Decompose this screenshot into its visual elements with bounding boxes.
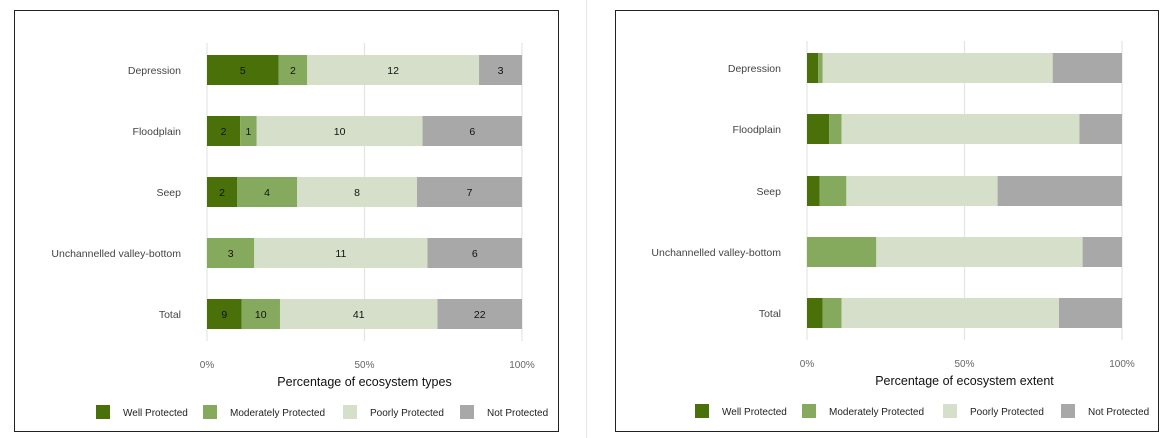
x-tick-label-0: 0% bbox=[200, 360, 215, 371]
bar-total-moderately-protected bbox=[241, 299, 280, 329]
x-axis-title: Percentage of ecosystem types bbox=[277, 375, 451, 389]
bar-floodplain-well-protected bbox=[807, 114, 830, 144]
bar-seep-not-protected bbox=[417, 177, 522, 207]
bar-seep-well-protected bbox=[207, 177, 237, 207]
category-label-unchannelled-valley-bottom: Unchannelled valley-bottom bbox=[651, 247, 781, 259]
bar-unchannelled-valley-bottom-not-protected bbox=[1082, 237, 1122, 267]
category-label-total: Total bbox=[159, 309, 181, 321]
legend-swatch-well-protected bbox=[96, 405, 110, 419]
legend-label-poorly-protected: Poorly Protected bbox=[970, 407, 1044, 418]
category-label-floodplain: Floodplain bbox=[733, 124, 782, 136]
panel-divider bbox=[586, 0, 587, 438]
bar-depression-poorly-protected bbox=[822, 53, 1053, 83]
bar-floodplain-poorly-protected bbox=[841, 114, 1080, 144]
bar-total-moderately-protected bbox=[822, 298, 842, 328]
legend-swatch-poorly-protected bbox=[343, 405, 357, 419]
bar-depression-well-protected bbox=[207, 55, 279, 85]
bar-total-not-protected bbox=[1059, 298, 1122, 328]
category-label-seep: Seep bbox=[156, 187, 181, 199]
value-label-floodplain-moderately-protected: 1 bbox=[246, 126, 252, 138]
x-axis-title: Percentage of ecosystem extent bbox=[875, 374, 1054, 388]
value-label-seep-poorly-protected: 8 bbox=[354, 187, 360, 199]
bar-unchannelled-valley-bottom-moderately-protected bbox=[807, 237, 877, 267]
value-label-seep-well-protected: 2 bbox=[219, 187, 225, 199]
bar-unchannelled-valley-bottom-not-protected bbox=[427, 238, 522, 268]
category-label-floodplain: Floodplain bbox=[133, 126, 182, 138]
value-label-floodplain-not-protected: 6 bbox=[469, 126, 475, 138]
legend-swatch-moderately-protected bbox=[802, 404, 816, 418]
legend-label-well-protected: Well Protected bbox=[722, 407, 787, 418]
bar-floodplain-well-protected bbox=[207, 116, 241, 146]
value-label-depression-not-protected: 3 bbox=[498, 65, 504, 77]
value-label-total-poorly-protected: 41 bbox=[353, 309, 365, 321]
value-label-floodplain-poorly-protected: 10 bbox=[334, 126, 346, 138]
bar-total-well-protected bbox=[807, 298, 823, 328]
legend-swatch-poorly-protected bbox=[943, 404, 957, 418]
bar-unchannelled-valley-bottom-moderately-protected bbox=[207, 238, 255, 268]
bar-unchannelled-valley-bottom-poorly-protected bbox=[876, 237, 1083, 267]
value-label-floodplain-well-protected: 2 bbox=[221, 126, 227, 138]
legend-swatch-moderately-protected bbox=[203, 405, 217, 419]
x-tick-label-0: 0% bbox=[800, 359, 815, 370]
legend-label-poorly-protected: Poorly Protected bbox=[370, 408, 444, 419]
bar-total-not-protected bbox=[437, 299, 522, 329]
value-label-depression-moderately-protected: 2 bbox=[290, 65, 296, 77]
legend-label-not-protected: Not Protected bbox=[1088, 407, 1149, 418]
category-label-total: Total bbox=[759, 308, 781, 320]
bar-total-poorly-protected bbox=[841, 298, 1059, 328]
bar-seep-not-protected bbox=[997, 176, 1122, 206]
category-label-seep: Seep bbox=[756, 186, 781, 198]
legend-label-moderately-protected: Moderately Protected bbox=[230, 408, 325, 419]
bar-seep-poorly-protected bbox=[297, 177, 417, 207]
bar-total-well-protected bbox=[207, 299, 242, 329]
bar-seep-moderately-protected bbox=[819, 176, 847, 206]
legend-label-not-protected: Not Protected bbox=[487, 408, 548, 419]
x-tick-label-1: 50% bbox=[354, 360, 374, 371]
bar-total-poorly-protected bbox=[279, 299, 438, 329]
bar-depression-not-protected bbox=[479, 55, 522, 85]
bar-depression-poorly-protected bbox=[307, 55, 480, 85]
value-label-depression-poorly-protected: 12 bbox=[387, 65, 399, 77]
bar-seep-well-protected bbox=[807, 176, 820, 206]
value-label-unchannelled-valley-bottom-moderately-protected: 3 bbox=[228, 248, 234, 260]
value-label-unchannelled-valley-bottom-poorly-protected: 11 bbox=[335, 248, 346, 260]
chart-panel-ecosystem-types: Depression 5 2 12 3 Floodplain 2 1 10 6 Seep 2 4 8 7 Un… bbox=[14, 10, 559, 432]
bar-unchannelled-valley-bottom-poorly-protected bbox=[254, 238, 428, 268]
chart-svg-0: Depression 5 2 12 3 Floodplain 2 1 10 6 Seep 2 4 8 7 Un… bbox=[51, 43, 548, 419]
bar-depression-moderately-protected bbox=[278, 55, 308, 85]
x-tick-label-1: 50% bbox=[954, 359, 974, 370]
bar-depression-moderately-protected bbox=[818, 53, 823, 83]
chart-svg-1: Depression Floodplain Seep Unchannelled val… bbox=[651, 41, 1149, 418]
category-label-depression: Depression bbox=[128, 65, 181, 77]
bar-floodplain-not-protected bbox=[422, 116, 522, 146]
value-label-total-not-protected: 22 bbox=[474, 309, 486, 321]
value-label-seep-moderately-protected: 4 bbox=[264, 187, 270, 199]
bar-floodplain-not-protected bbox=[1079, 114, 1122, 144]
x-tick-label-2: 100% bbox=[509, 360, 535, 371]
bar-seep-moderately-protected bbox=[237, 177, 297, 207]
legend-swatch-not-protected bbox=[1061, 404, 1075, 418]
bar-depression-not-protected bbox=[1052, 53, 1122, 83]
value-label-depression-well-protected: 5 bbox=[240, 65, 246, 77]
legend-swatch-not-protected bbox=[460, 405, 474, 419]
bar-floodplain-moderately-protected bbox=[240, 116, 257, 146]
bar-seep-poorly-protected bbox=[846, 176, 998, 206]
value-label-total-well-protected: 9 bbox=[221, 309, 227, 321]
chart-panel-ecosystem-extent: Depression Floodplain Seep Unchannelled val… bbox=[615, 10, 1159, 432]
bar-floodplain-moderately-protected bbox=[829, 114, 842, 144]
bar-depression-well-protected bbox=[807, 53, 819, 83]
x-tick-label-2: 100% bbox=[1109, 359, 1135, 370]
legend-label-well-protected: Well Protected bbox=[123, 408, 188, 419]
value-label-total-moderately-protected: 10 bbox=[255, 309, 267, 321]
category-label-depression: Depression bbox=[728, 63, 781, 75]
value-label-unchannelled-valley-bottom-not-protected: 6 bbox=[472, 248, 478, 260]
value-label-seep-not-protected: 7 bbox=[467, 187, 473, 199]
category-label-unchannelled-valley-bottom: Unchannelled valley-bottom bbox=[51, 248, 181, 260]
legend-swatch-well-protected bbox=[695, 404, 709, 418]
legend-label-moderately-protected: Moderately Protected bbox=[829, 407, 924, 418]
bar-floodplain-poorly-protected bbox=[256, 116, 423, 146]
